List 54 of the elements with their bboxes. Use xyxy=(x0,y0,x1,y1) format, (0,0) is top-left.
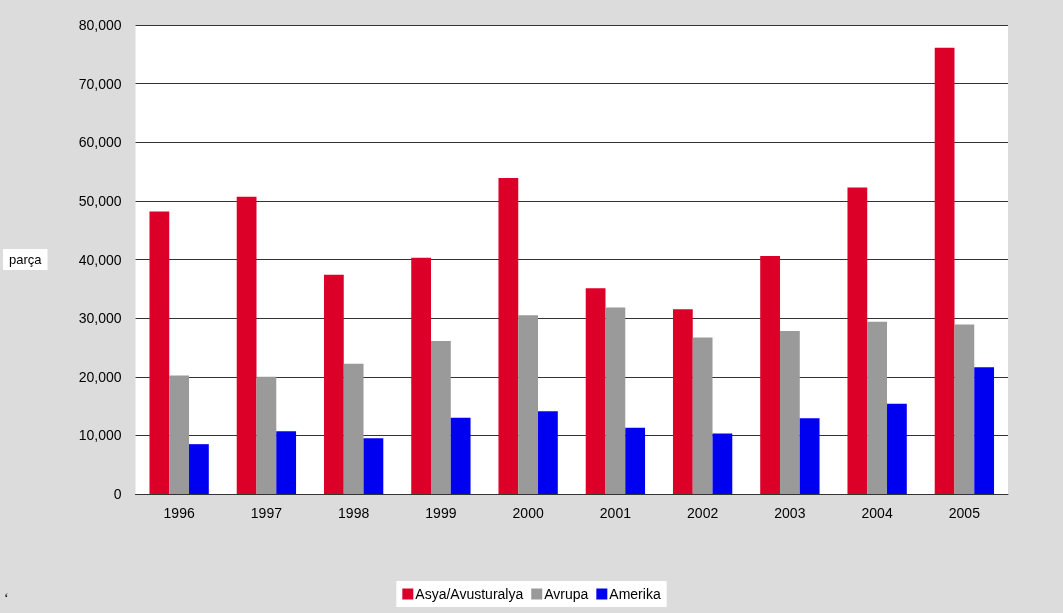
y-tick-label: 20,000 xyxy=(78,368,122,385)
bar xyxy=(847,187,868,494)
y-tick-label: 80,000 xyxy=(78,17,122,33)
bar xyxy=(974,367,995,494)
y-tick-label: 10,000 xyxy=(78,427,122,444)
y-tick-label: 70,000 xyxy=(78,75,122,92)
bar xyxy=(605,307,626,494)
bar xyxy=(149,211,170,494)
bar xyxy=(779,331,800,494)
bar xyxy=(692,337,713,494)
y-tick-label: 60,000 xyxy=(78,134,122,151)
x-tick-label: 1996 xyxy=(163,505,195,521)
bar xyxy=(760,255,780,494)
bar xyxy=(538,411,558,494)
legend-label: Amerika xyxy=(609,586,661,602)
bar xyxy=(712,433,733,494)
bar xyxy=(625,427,646,494)
x-tick-label: 2004 xyxy=(861,505,893,521)
bar xyxy=(867,321,888,494)
x-tick-label: 2003 xyxy=(774,505,806,521)
bar xyxy=(431,340,451,494)
y-axis-title: parça xyxy=(8,252,43,267)
bar xyxy=(518,315,539,494)
y-tick-label: 0 xyxy=(113,486,122,502)
legend-label: Asya/Avusturalya xyxy=(415,586,524,602)
legend-label: Avrupa xyxy=(544,586,589,602)
text: ‘ xyxy=(4,590,9,606)
bar xyxy=(799,418,820,494)
bar xyxy=(450,417,471,494)
y-tick-label: 50,000 xyxy=(78,192,122,209)
x-tick-label: 2000 xyxy=(512,505,544,521)
x-tick-label: 1999 xyxy=(425,505,457,521)
bar xyxy=(934,47,955,494)
bar xyxy=(276,431,297,494)
bar xyxy=(236,196,257,494)
bar xyxy=(411,257,431,494)
y-tick-label: 40,000 xyxy=(78,251,122,268)
x-tick-label: 1997 xyxy=(250,505,283,521)
bar xyxy=(189,444,209,494)
bar xyxy=(498,178,519,494)
x-tick-label: 2005 xyxy=(948,505,981,521)
bar xyxy=(169,375,190,494)
x-tick-label: 2002 xyxy=(687,505,719,521)
bar xyxy=(323,274,344,494)
x-tick-label: 2001 xyxy=(599,505,632,521)
y-tick-label: 30,000 xyxy=(78,310,122,327)
bar xyxy=(887,403,907,494)
bar xyxy=(256,376,277,494)
x-tick-label: 1998 xyxy=(338,505,370,521)
bar xyxy=(954,324,975,494)
bar xyxy=(343,363,364,494)
bar xyxy=(585,288,606,494)
bar xyxy=(672,309,693,494)
bar xyxy=(363,438,384,494)
